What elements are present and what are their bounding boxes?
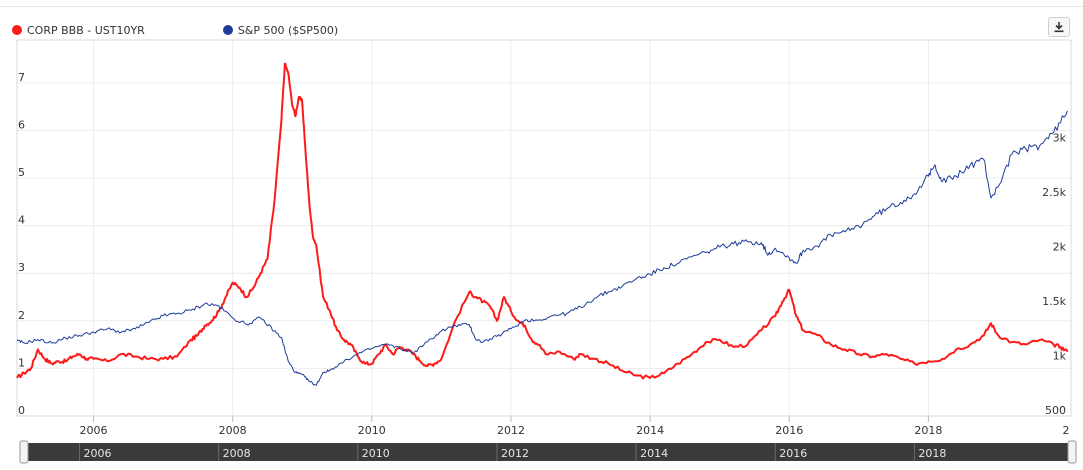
x-axis: 2006 2008 2010 2012 2014 2016 2018 2: [80, 416, 1070, 437]
chart-grid: [17, 40, 1071, 416]
legend-dot-blue: [222, 25, 233, 35]
legend-label-sp500: S&P 500 ($SP500): [237, 23, 339, 37]
navigator-year-label: 2010: [362, 447, 390, 460]
x-tick-label: 2016: [775, 424, 803, 437]
legend-label-corp-bbb: CORP BBB - UST10YR: [27, 23, 145, 37]
navigator-year-label: 2012: [501, 447, 529, 460]
navigator-year-label: 2018: [918, 447, 946, 460]
navigator-handle-left[interactable]: [19, 440, 29, 464]
y-left-tick-label: 2: [18, 309, 25, 322]
y-right-tick-label: 1.5k: [1042, 295, 1066, 308]
y-axis-right: 500 1k 1.5k 2k 2.5k 3k: [1042, 132, 1066, 417]
y-left-tick-label: 1: [18, 356, 25, 369]
y-left-tick-label: 4: [18, 214, 25, 227]
series-lines: [16, 62, 1069, 386]
navigator-labels: 2006 2008 2010 2012 2014 2016 2018: [79, 443, 946, 461]
y-right-tick-label: 500: [1045, 404, 1066, 417]
chart-legend: CORP BBB - UST10YR S&P 500 ($SP500): [12, 22, 338, 38]
navigator-year-label: 2016: [779, 447, 807, 460]
navigator-handle-right[interactable]: [1067, 440, 1077, 464]
y-right-tick-label: 2k: [1053, 241, 1067, 254]
navigator-year-label: 2014: [640, 447, 668, 460]
y-left-tick-label: 7: [18, 71, 25, 84]
legend-item-sp500[interactable]: S&P 500 ($SP500): [222, 23, 339, 37]
x-tick-label: 2006: [80, 424, 108, 437]
legend-item-corp-bbb[interactable]: CORP BBB - UST10YR: [12, 24, 145, 37]
navigator-year-label: 2006: [84, 447, 112, 460]
y-axis-left: 0 1 2 3 4 5 6 7: [18, 71, 25, 417]
series-line-sp500: [16, 110, 1068, 386]
x-tick-label: 2: [1063, 424, 1070, 437]
y-left-tick-label: 5: [18, 166, 25, 179]
x-tick-label: 2018: [914, 424, 942, 437]
x-tick-label: 2010: [358, 424, 386, 437]
y-right-tick-label: 3k: [1053, 132, 1067, 145]
y-left-tick-label: 3: [18, 261, 25, 274]
y-right-tick-label: 2.5k: [1042, 186, 1066, 199]
download-icon: [1054, 22, 1064, 33]
navigator-year-label: 2008: [223, 447, 251, 460]
y-left-tick-label: 0: [18, 404, 25, 417]
y-left-tick-label: 6: [18, 118, 25, 131]
download-button[interactable]: [1048, 17, 1070, 37]
legend-dot-red: [12, 25, 22, 35]
x-tick-label: 2008: [219, 424, 247, 437]
x-tick-label: 2014: [636, 424, 664, 437]
y-right-tick-label: 1k: [1053, 350, 1067, 363]
plot-frame: [16, 39, 1072, 417]
top-bar: [0, 0, 1083, 7]
series-line-corp-bbb: [16, 62, 1069, 380]
navigator-track[interactable]: [27, 443, 1072, 461]
x-tick-label: 2012: [497, 424, 525, 437]
